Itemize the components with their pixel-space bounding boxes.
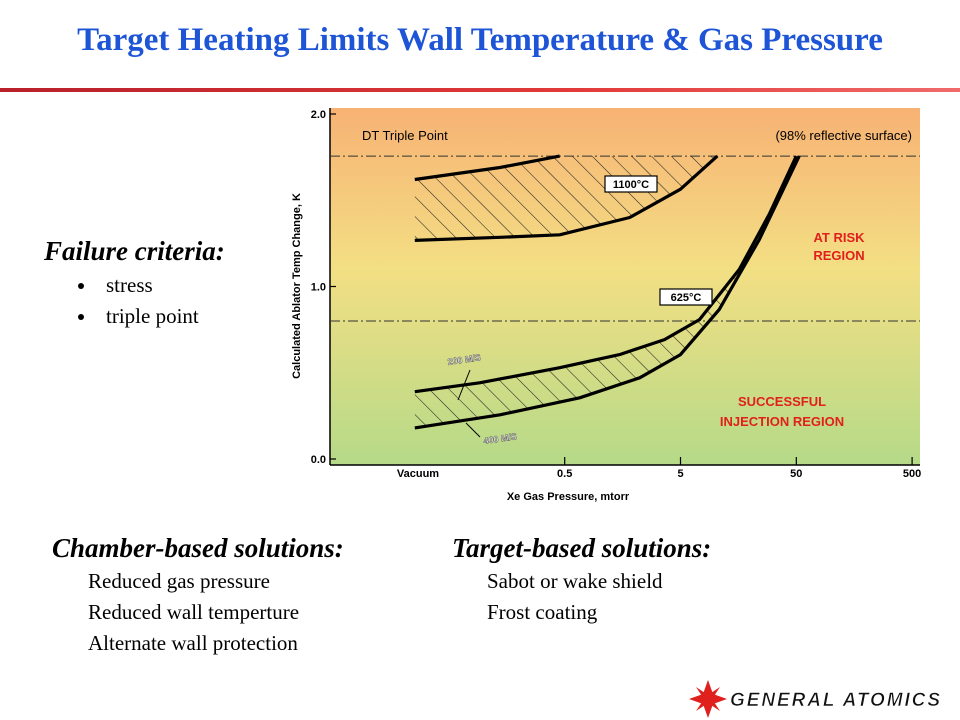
temp-label: 1100°C [613, 179, 649, 191]
target-heading: Target-based solutions: [452, 533, 712, 563]
x-start-label: Vacuum [397, 468, 439, 480]
reference-label: DT Triple Point [362, 128, 448, 143]
failure-list: stress triple point [78, 270, 199, 332]
plot-background [330, 108, 920, 465]
x-axis-label: Xe Gas Pressure, mtorr [507, 491, 630, 503]
slide-title: Target Heating Limits Wall Temperature &… [77, 22, 883, 58]
temp-label: 625°C [671, 292, 702, 304]
y-tick-label: 2.0 [311, 109, 326, 121]
chamber-heading: Chamber-based solutions: [52, 533, 344, 563]
curve [414, 155, 798, 394]
chamber-list: Reduced gas pressure Reduced wall temper… [88, 566, 299, 659]
curve [414, 154, 719, 242]
logo-text: GENERAL ATOMICS [730, 690, 940, 711]
chamber-item: Alternate wall protection [88, 631, 298, 655]
logo: GENERAL ATOMICS [689, 680, 941, 718]
title-rule [0, 88, 960, 92]
x-tick-label: 0.5 [557, 468, 572, 480]
region-label: INJECTION REGION [720, 414, 844, 429]
leader [465, 422, 481, 438]
target-item: Sabot or wake shield [487, 569, 663, 593]
target-item: Frost coating [487, 600, 598, 624]
y-tick-label: 1.0 [311, 282, 326, 294]
failure-item: stress [78, 270, 199, 301]
x-tick-label: 50 [790, 468, 802, 480]
region-label: SUCCESSFUL [738, 394, 826, 409]
temp-box [659, 288, 713, 306]
chamber-item: Reduced wall temperture [88, 600, 300, 624]
speed-label: 400 M/S [483, 431, 518, 446]
leader [457, 369, 471, 401]
x-tick-label: 500 [903, 468, 921, 480]
y-tick-label: 0.0 [311, 454, 326, 466]
x-tick-label: 5 [677, 468, 683, 480]
target-list: Sabot or wake shield Frost coating [487, 566, 663, 628]
reference-note: (98% reflective surface) [775, 128, 912, 143]
region-label: REGION [813, 248, 864, 263]
hatched-band [414, 156, 718, 241]
failure-heading: Failure criteria: [44, 236, 225, 266]
hatched-band [414, 156, 800, 428]
speed-label: 200 M/S [447, 352, 482, 367]
curve [414, 155, 801, 430]
logo-mark [689, 680, 727, 718]
failure-item: triple point [78, 301, 199, 332]
chamber-item: Reduced gas pressure [88, 569, 270, 593]
temp-box [604, 175, 658, 193]
y-axis-label: Calculated Ablator Temp Change, K [291, 193, 303, 379]
curve [414, 154, 561, 182]
region-label: AT RISK [813, 230, 865, 245]
